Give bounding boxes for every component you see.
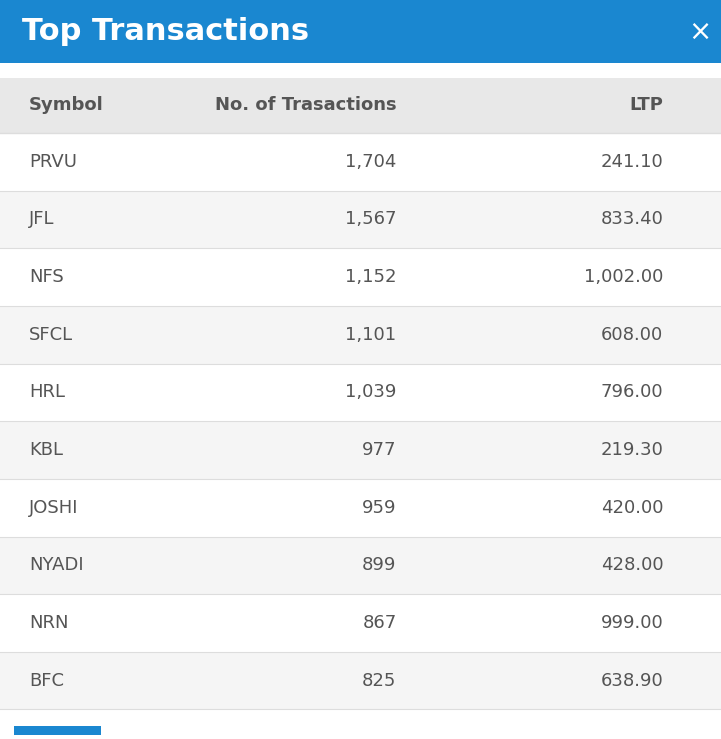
Text: JFL: JFL — [29, 211, 54, 228]
FancyBboxPatch shape — [0, 652, 721, 709]
Text: Symbol: Symbol — [29, 96, 104, 115]
Text: 796.00: 796.00 — [601, 384, 663, 401]
Text: 977: 977 — [362, 441, 397, 459]
Text: 1,704: 1,704 — [345, 153, 397, 171]
Text: JOSHI: JOSHI — [29, 499, 79, 517]
Text: 833.40: 833.40 — [601, 211, 663, 228]
Text: LTP: LTP — [629, 96, 663, 115]
Text: HRL: HRL — [29, 384, 65, 401]
Text: 420.00: 420.00 — [601, 499, 663, 517]
Text: 241.10: 241.10 — [601, 153, 663, 171]
Text: 959: 959 — [362, 499, 397, 517]
Text: 999.00: 999.00 — [601, 614, 663, 632]
Text: KBL: KBL — [29, 441, 63, 459]
FancyBboxPatch shape — [0, 0, 721, 63]
Text: 1,152: 1,152 — [345, 268, 397, 286]
Text: 867: 867 — [362, 614, 397, 632]
Text: 1,039: 1,039 — [345, 384, 397, 401]
Text: 1,101: 1,101 — [345, 326, 397, 344]
Text: NRN: NRN — [29, 614, 68, 632]
FancyBboxPatch shape — [0, 78, 721, 133]
FancyBboxPatch shape — [0, 248, 721, 306]
Text: NFS: NFS — [29, 268, 63, 286]
Text: 428.00: 428.00 — [601, 556, 663, 574]
FancyBboxPatch shape — [0, 594, 721, 652]
Text: 899: 899 — [362, 556, 397, 574]
FancyBboxPatch shape — [0, 364, 721, 421]
Text: Top Transactions: Top Transactions — [22, 17, 309, 46]
Text: 825: 825 — [362, 672, 397, 689]
Text: 638.90: 638.90 — [601, 672, 663, 689]
Text: BFC: BFC — [29, 672, 64, 689]
Text: 1,002.00: 1,002.00 — [584, 268, 663, 286]
Text: 608.00: 608.00 — [601, 326, 663, 344]
FancyBboxPatch shape — [0, 191, 721, 248]
FancyBboxPatch shape — [0, 537, 721, 594]
Text: No. of Trasactions: No. of Trasactions — [215, 96, 397, 115]
Text: PRVU: PRVU — [29, 153, 77, 171]
FancyBboxPatch shape — [0, 421, 721, 479]
Text: ×: × — [688, 18, 711, 45]
Text: 1,567: 1,567 — [345, 211, 397, 228]
FancyBboxPatch shape — [0, 479, 721, 537]
FancyBboxPatch shape — [0, 306, 721, 364]
Text: NYADI: NYADI — [29, 556, 84, 574]
Text: SFCL: SFCL — [29, 326, 73, 344]
FancyBboxPatch shape — [14, 726, 101, 735]
FancyBboxPatch shape — [0, 133, 721, 191]
Text: 219.30: 219.30 — [601, 441, 663, 459]
